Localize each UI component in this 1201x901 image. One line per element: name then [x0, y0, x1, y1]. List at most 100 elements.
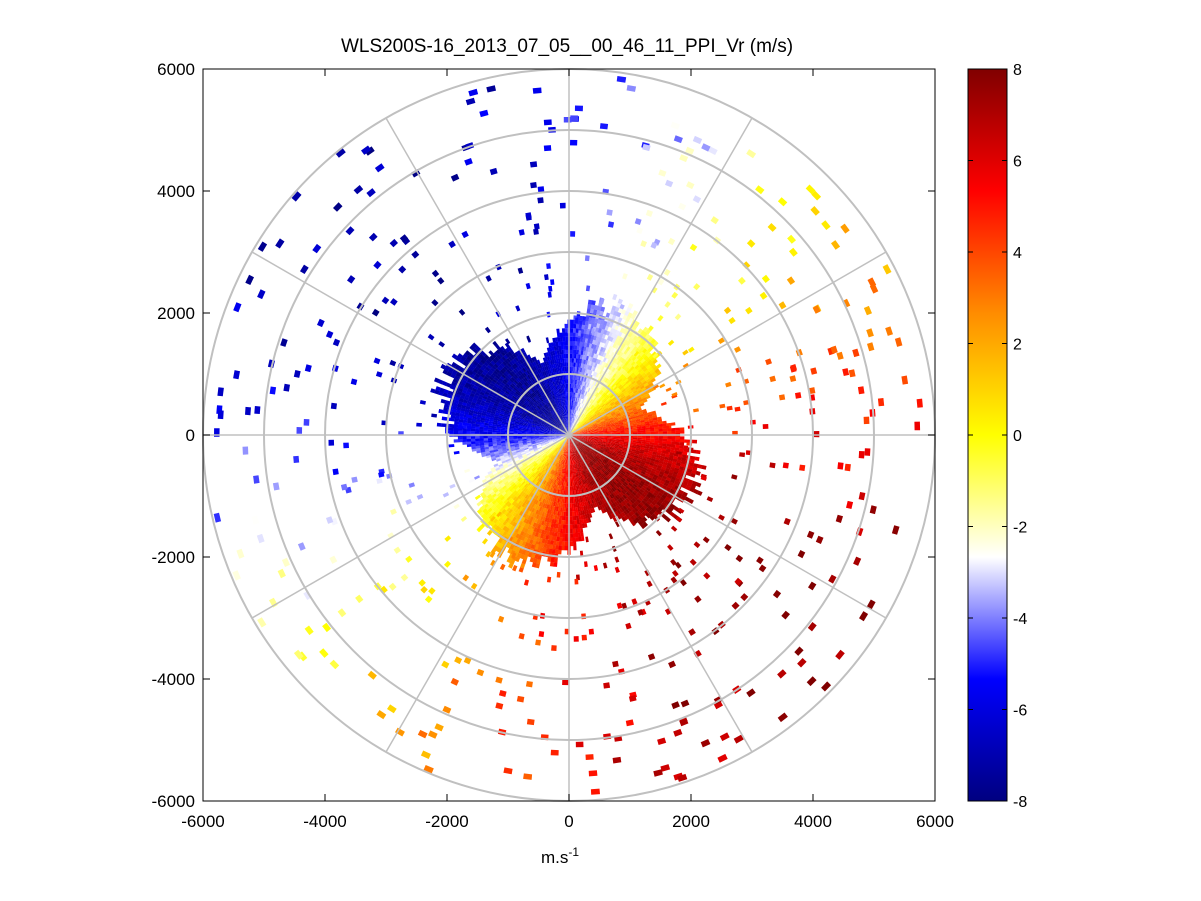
- velocity-cell: [588, 456, 593, 461]
- velocity-cell: [671, 427, 676, 432]
- velocity-cell: [570, 413, 571, 418]
- velocity-cell: [611, 436, 617, 439]
- velocity-cell: [588, 393, 592, 398]
- velocity-cell: [637, 408, 642, 412]
- velocity-cell: [578, 402, 581, 407]
- velocity-cell: [664, 479, 670, 485]
- velocity-cell: [570, 413, 572, 418]
- velocity-cell: [594, 437, 599, 439]
- velocity-cell: [605, 446, 610, 449]
- velocity-cell: [581, 385, 585, 391]
- velocity-cell: [492, 439, 497, 443]
- velocity-cell: [574, 366, 578, 372]
- velocity-cell: [603, 471, 608, 476]
- velocity-cell: [569, 413, 571, 418]
- velocity-cell: [593, 353, 597, 359]
- velocity-cell: [649, 503, 655, 509]
- velocity-cell: [602, 427, 607, 430]
- velocity-cell: [577, 444, 581, 448]
- velocity-cell: [630, 414, 635, 418]
- velocity-cell: [581, 420, 586, 424]
- velocity-cell: [585, 333, 590, 339]
- velocity-cell: [608, 381, 613, 386]
- velocity-cell: [599, 457, 604, 461]
- velocity-cell: [627, 490, 632, 495]
- velocity-cell: [602, 442, 607, 445]
- velocity-cell: [608, 350, 613, 356]
- velocity-cell: [615, 330, 621, 336]
- velocity-cell: [580, 428, 586, 431]
- velocity-cell: [613, 490, 619, 496]
- velocity-cell: [632, 389, 638, 394]
- velocity-cell: [620, 432, 625, 435]
- velocity-cell: [603, 432, 608, 434]
- velocity-cell: [637, 515, 643, 521]
- velocity-cell: [649, 368, 655, 374]
- velocity-cell: [584, 440, 590, 443]
- velocity-cell: [594, 430, 599, 432]
- velocity-cell: [573, 432, 578, 434]
- velocity-cell: [582, 337, 586, 343]
- velocity-cell: [574, 441, 578, 446]
- velocity-cell: [601, 356, 605, 362]
- velocity-cell: [630, 515, 636, 521]
- velocity-cell: [612, 373, 617, 378]
- velocity-cell: [572, 520, 575, 525]
- velocity-cell: [581, 429, 586, 432]
- velocity-cell: [624, 372, 629, 377]
- velocity-cell: [643, 482, 649, 488]
- velocity-cell: [638, 465, 644, 470]
- velocity-cell: [517, 435, 523, 438]
- velocity-cell: [615, 464, 620, 469]
- velocity-cell: [595, 411, 600, 415]
- velocity-cell: [606, 349, 611, 355]
- velocity-cell: [675, 430, 681, 434]
- velocity-cell: [581, 403, 585, 409]
- velocity-cell: [579, 448, 583, 453]
- velocity-cell: [614, 354, 620, 360]
- velocity-cell: [653, 445, 659, 448]
- velocity-cell: [614, 410, 620, 414]
- velocity-cell: [571, 362, 574, 367]
- velocity-cell: [589, 370, 593, 375]
- velocity-cell: [618, 421, 624, 424]
- velocity-cell: [690, 455, 696, 461]
- velocity-cell: [645, 423, 650, 426]
- velocity-cell: [571, 388, 574, 393]
- velocity-cell: [619, 442, 625, 445]
- velocity-cell: [586, 407, 591, 412]
- velocity-cell: [618, 492, 623, 498]
- velocity-cell: [631, 367, 637, 373]
- velocity-cell: [588, 317, 593, 322]
- velocity-cell: [631, 356, 637, 362]
- velocity-cell: [607, 415, 613, 419]
- velocity-cell: [654, 496, 660, 502]
- velocity-cell: [614, 506, 619, 511]
- velocity-cell: [571, 422, 573, 427]
- velocity-cell: [656, 467, 662, 472]
- velocity-cell: [588, 408, 592, 413]
- velocity-cell: [570, 426, 572, 431]
- velocity-cell: [584, 425, 589, 428]
- velocity-cell: [598, 430, 603, 432]
- velocity-cell: [599, 396, 604, 401]
- velocity-cell: [603, 394, 608, 399]
- velocity-cell: [571, 422, 574, 428]
- velocity-cell: [624, 361, 630, 367]
- velocity-cell: [632, 513, 638, 519]
- velocity-cell: [603, 415, 608, 418]
- velocity-cell: [610, 351, 615, 357]
- velocity-cell: [652, 476, 658, 481]
- velocity-cell: [613, 417, 618, 420]
- velocity-cell: [596, 454, 601, 459]
- velocity-cell: [614, 339, 619, 345]
- velocity-cell: [594, 429, 599, 432]
- velocity-cell: [606, 391, 611, 396]
- velocity-cell: [603, 416, 608, 419]
- velocity-cell: [598, 350, 603, 356]
- velocity-cell: [582, 421, 587, 425]
- velocity-cell: [618, 331, 623, 337]
- velocity-cell: [611, 435, 617, 437]
- velocity-cell: [647, 359, 653, 365]
- velocity-cell: [606, 453, 612, 457]
